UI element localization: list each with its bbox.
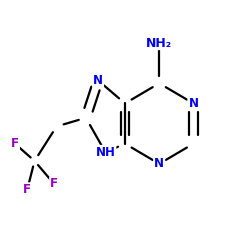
- Text: N: N: [188, 97, 198, 110]
- Text: N: N: [154, 157, 164, 170]
- Text: NH: NH: [96, 146, 116, 159]
- Text: NH₂: NH₂: [146, 36, 172, 50]
- Text: F: F: [50, 178, 58, 190]
- Text: F: F: [23, 183, 31, 196]
- Text: F: F: [11, 137, 19, 150]
- Text: N: N: [93, 74, 103, 87]
